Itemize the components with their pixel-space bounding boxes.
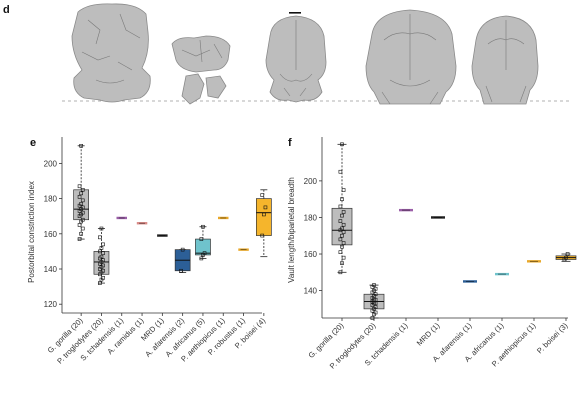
data-point (179, 268, 183, 273)
data-point (565, 252, 570, 256)
data-point (338, 204, 343, 209)
data-point (340, 142, 344, 147)
data-point (341, 241, 346, 245)
data-point (80, 226, 85, 231)
scale-bar (289, 12, 301, 14)
data-point (199, 237, 204, 241)
skull-image-2 (171, 35, 231, 105)
data-point (341, 255, 346, 260)
skull-image-5 (471, 15, 539, 105)
y-tick-label: 180 (304, 213, 318, 222)
box (256, 198, 272, 236)
y-tick-label: 160 (304, 250, 318, 259)
skull-image-1 (71, 3, 151, 103)
data-point (260, 233, 265, 238)
y-tick-label: 120 (44, 300, 58, 309)
data-point (80, 198, 85, 203)
data-point (340, 226, 344, 231)
y-tick-label: 140 (304, 287, 318, 296)
data-point (77, 237, 82, 241)
data-point (338, 250, 343, 254)
data-point (338, 237, 343, 242)
data-point (79, 232, 83, 236)
data-point (199, 256, 204, 261)
y-tick-label: 160 (44, 230, 58, 239)
data-point (98, 281, 102, 285)
data-point (338, 219, 343, 223)
panel-letter-d: d (3, 4, 10, 16)
data-point (77, 184, 82, 189)
data-point (201, 224, 205, 229)
data-point (341, 210, 346, 214)
chart-panel-e: Postorbital constriction index 120 140 160… (27, 137, 272, 366)
panel-letter-f: f (288, 137, 292, 149)
data-point (99, 226, 104, 231)
data-point (79, 191, 83, 196)
data-point (372, 283, 376, 287)
data-point (338, 270, 343, 275)
data-point (373, 305, 378, 309)
data-point (373, 292, 378, 297)
data-point (98, 235, 102, 240)
data-point (373, 310, 378, 315)
data-point (564, 255, 568, 260)
skull-image-3 (265, 12, 327, 103)
data-point (340, 244, 344, 249)
data-point (77, 195, 82, 199)
data-point (373, 301, 378, 306)
y-tick-label: 140 (44, 265, 58, 274)
data-point (338, 169, 343, 174)
data-point (262, 212, 266, 217)
category-label: P. boisei (3) (535, 321, 570, 356)
data-point (98, 249, 102, 254)
data-point (101, 275, 105, 280)
data-point (340, 213, 344, 218)
data-point (80, 188, 85, 192)
y-tick-label: 180 (44, 195, 58, 204)
data-point (99, 254, 104, 259)
data-point (341, 188, 346, 192)
skull-renderings (62, 3, 572, 105)
data-point (340, 233, 344, 238)
data-point (263, 205, 268, 210)
box (331, 207, 353, 246)
panel-letter-e: e (30, 137, 36, 149)
data-point (373, 297, 378, 302)
data-point (341, 230, 346, 234)
data-point (79, 144, 83, 148)
y-tick-label: 200 (304, 177, 318, 186)
data-point (99, 246, 104, 250)
data-point (202, 251, 207, 255)
skull-image-4 (365, 9, 457, 105)
data-point (260, 193, 265, 197)
category-label: MRD (1) (415, 321, 442, 348)
y-tick-label: 200 (44, 159, 58, 168)
data-point (77, 223, 82, 227)
data-point (101, 242, 105, 247)
data-point (373, 286, 378, 291)
chart-panel-f: Vault length/biparietal breadth 140 160 18… (287, 137, 577, 371)
data-point (341, 222, 346, 227)
data-point (340, 261, 344, 265)
y-axis-label-f: Vault length/biparietal breadth (287, 177, 296, 283)
data-point (79, 202, 83, 206)
data-point (80, 217, 85, 222)
y-axis-label-e: Postorbital constriction index (27, 181, 36, 283)
data-point (370, 316, 375, 320)
data-point (180, 247, 185, 252)
data-point (340, 197, 344, 201)
